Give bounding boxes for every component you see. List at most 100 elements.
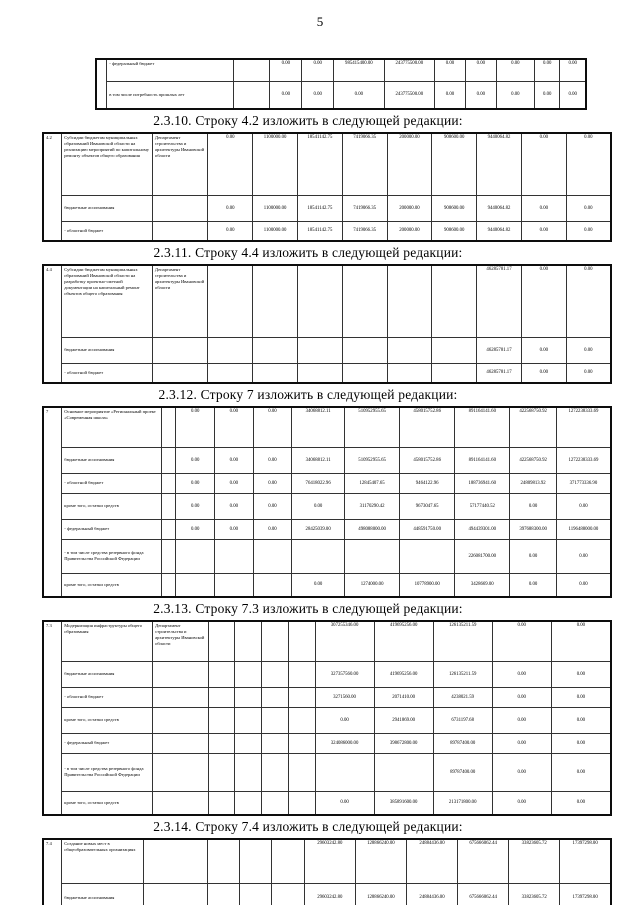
value-cell bbox=[261, 752, 289, 792]
table-row: - областной бюджет 0.00 1100000.00 18541142… bbox=[43, 220, 612, 242]
row-id-cell: 4.2 bbox=[42, 132, 63, 242]
label-cell: Департамент строительства и архитектуры … bbox=[151, 264, 209, 338]
value-cell: 0.00 bbox=[565, 220, 612, 242]
value-cell: 422568750.92 bbox=[509, 406, 557, 448]
value-cell bbox=[297, 336, 343, 364]
value-cell: 0.00 bbox=[509, 572, 557, 598]
value-cell: 0.00 bbox=[555, 538, 612, 574]
value-cell: 0.00 bbox=[491, 686, 552, 708]
value-cell bbox=[207, 706, 236, 734]
table-row: 7.4 Создание новых мест в общеобразовател… bbox=[42, 838, 612, 905]
value-cell: 89787400.00 bbox=[432, 732, 493, 754]
label-cell: кроме того, остатки средств bbox=[61, 492, 162, 520]
value-cell: 0.00 bbox=[269, 58, 303, 82]
value-cell: 0.00 bbox=[550, 752, 612, 792]
value-cell: 0.00 bbox=[520, 362, 567, 384]
value-cell: 0.00 bbox=[314, 706, 375, 734]
value-cell bbox=[386, 264, 433, 338]
value-cell: 1100000.00 bbox=[252, 132, 298, 196]
label-cell: - областной бюджет bbox=[61, 686, 154, 708]
value-cell: 0.00 bbox=[214, 472, 254, 494]
value-cell: 891164141.60 bbox=[454, 446, 511, 474]
table-row: 7.3 Модернизация инфраструктуры общего об… bbox=[42, 620, 612, 816]
value-cell: 89787400.00 bbox=[432, 752, 493, 792]
value-cell: 33823605.72 bbox=[508, 838, 561, 884]
value-cell: 200000.00 bbox=[386, 194, 433, 222]
value-cell bbox=[252, 336, 298, 364]
value-cell: 188736941.60 bbox=[454, 472, 511, 494]
table-row: бюджетные ассигнования 29603242.80 1288662… bbox=[43, 882, 612, 905]
value-cell: 126135211.59 bbox=[432, 620, 493, 662]
value-cell: 0.00 bbox=[550, 732, 612, 754]
label-cell: в том числе потребность прошлых лет bbox=[106, 80, 234, 110]
value-cell bbox=[234, 752, 263, 792]
value-cell bbox=[287, 620, 316, 662]
value-cell bbox=[238, 882, 273, 905]
value-cell: 24884436.00 bbox=[405, 838, 459, 884]
value-cell: 0.00 bbox=[252, 472, 293, 494]
value-cell: 422568750.92 bbox=[509, 446, 557, 474]
value-cell: 0.00 bbox=[565, 194, 612, 222]
value-cell: 0.00 bbox=[333, 80, 385, 110]
value-cell: 0.00 bbox=[214, 492, 254, 520]
label-cell bbox=[160, 518, 177, 540]
value-cell: 31170290.42 bbox=[344, 492, 401, 520]
value-cell: 10778900.00 bbox=[399, 572, 456, 598]
value-cell: 419695256.00 bbox=[373, 620, 434, 662]
label-cell bbox=[152, 660, 209, 688]
label-cell: бюджетные ассигнования bbox=[61, 660, 154, 688]
value-cell bbox=[261, 686, 289, 708]
value-cell: 0.00 bbox=[533, 58, 561, 82]
label-cell: кроме того, остатки средств bbox=[61, 790, 154, 816]
value-cell: 7419066.35 bbox=[341, 132, 388, 196]
value-cell: 0.00 bbox=[214, 406, 254, 448]
value-cell: 675666062.44 bbox=[457, 882, 510, 905]
value-cell: 458015752.86 bbox=[399, 406, 456, 448]
table-row: - федеральный бюджет 0.00 0.00 0.00 28425039… bbox=[43, 518, 612, 540]
value-cell: 0.00 bbox=[550, 620, 612, 662]
label-cell: бюджетные ассигнования bbox=[61, 882, 145, 905]
value-cell: 985415400.00 bbox=[333, 58, 385, 82]
value-cell: 0.00 bbox=[565, 264, 612, 338]
value-cell: 0.00 bbox=[175, 446, 216, 474]
value-cell bbox=[287, 752, 316, 792]
row-id-cell: 7 bbox=[42, 406, 63, 598]
label-cell bbox=[232, 58, 271, 82]
label-cell bbox=[143, 838, 208, 884]
table-row-4-2: 4.2 Субсидии бюджетам муниципальных образ… bbox=[42, 132, 612, 242]
value-cell: 24884436.00 bbox=[405, 882, 459, 905]
value-cell: 0.00 bbox=[434, 80, 466, 110]
value-cell: 46285781.17 bbox=[476, 336, 522, 364]
label-cell: бюджетные ассигнования bbox=[61, 194, 153, 222]
value-cell: 0.00 bbox=[559, 58, 587, 82]
label-cell bbox=[160, 406, 177, 448]
value-cell: 0.00 bbox=[291, 492, 346, 520]
row-7-table: 7 Основное мероприятие «Региональный прое… bbox=[42, 406, 612, 598]
value-cell bbox=[207, 264, 254, 338]
value-cell: 0.00 bbox=[559, 80, 587, 110]
value-cell: 7419066.35 bbox=[341, 194, 388, 222]
row-id-cell: 7.4 bbox=[42, 838, 63, 905]
label-cell: - федеральный бюджет bbox=[106, 58, 234, 82]
value-cell: 307255346.00 bbox=[314, 620, 375, 662]
value-cell: 46285781.17 bbox=[476, 362, 522, 384]
value-cell: 448591750.00 bbox=[399, 518, 456, 540]
value-cell bbox=[291, 538, 346, 574]
label-cell: кроме того, остатки средств bbox=[61, 706, 154, 734]
value-cell: 0.00 bbox=[207, 194, 254, 222]
value-cell bbox=[207, 752, 236, 792]
label-cell: Создание новых мест в общеобразовательны… bbox=[61, 838, 145, 884]
value-cell bbox=[287, 660, 316, 688]
value-cell: 0.00 bbox=[491, 660, 552, 688]
value-cell: 0.00 bbox=[495, 80, 535, 110]
value-cell: 213171800.00 bbox=[432, 790, 493, 816]
label-cell: - областной бюджет bbox=[61, 362, 153, 384]
label-cell bbox=[232, 80, 271, 110]
value-cell: 0.00 bbox=[491, 790, 552, 816]
value-cell: 419695256.00 bbox=[373, 660, 434, 688]
value-cell bbox=[252, 572, 293, 598]
table-row: 4.2 Субсидии бюджетам муниципальных образ… bbox=[42, 132, 612, 242]
value-cell: 0.00 bbox=[175, 472, 216, 494]
value-cell: 0.00 bbox=[464, 58, 497, 82]
